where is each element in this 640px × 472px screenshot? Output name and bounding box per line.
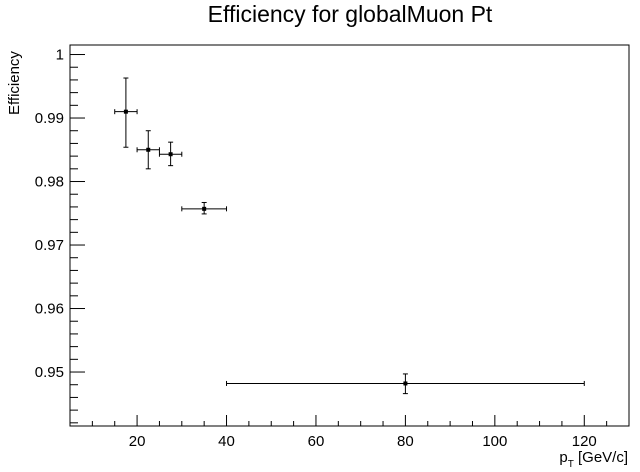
x-axis-label: pT [GeV/c] — [559, 449, 628, 470]
x-axis: 20 40 60 80 100 120 — [69, 415, 630, 450]
y-tick-label: 0.97 — [35, 237, 64, 254]
data-point — [226, 373, 585, 395]
y-tick-label: 1 — [56, 47, 64, 64]
point-marker — [403, 381, 408, 386]
x-tick-label: 100 — [482, 433, 507, 450]
y-tick-label: 0.95 — [35, 364, 64, 381]
x-axis-label-main: p — [559, 449, 567, 466]
y-tick-label: 0.96 — [35, 301, 64, 318]
data-point — [136, 130, 160, 170]
point-marker — [146, 147, 151, 152]
data-point — [158, 141, 183, 167]
y-tick-label: 0.99 — [35, 110, 64, 127]
x-tick-label: 60 — [308, 433, 325, 450]
x-axis-label-subscript: T — [568, 459, 574, 470]
point-marker — [168, 152, 173, 157]
y-axis-label: Efficiency — [6, 51, 23, 115]
x-axis-label-unit: [GeV/c] — [574, 449, 628, 466]
x-tick-label: 120 — [572, 433, 597, 450]
data-points — [114, 77, 585, 395]
data-point — [181, 201, 228, 215]
y-axis: 0.95 0.96 0.97 0.98 0.99 1 — [35, 47, 85, 424]
chart-title: Efficiency for globalMuon Pt — [208, 1, 493, 27]
x-tick-label: 20 — [129, 433, 146, 450]
x-tick-label: 80 — [397, 433, 414, 450]
point-marker — [202, 206, 207, 211]
y-tick-label: 0.98 — [35, 174, 64, 191]
point-marker — [123, 109, 128, 114]
plot-frame — [69, 44, 630, 427]
x-tick-label: 40 — [218, 433, 235, 450]
data-point — [114, 77, 138, 148]
